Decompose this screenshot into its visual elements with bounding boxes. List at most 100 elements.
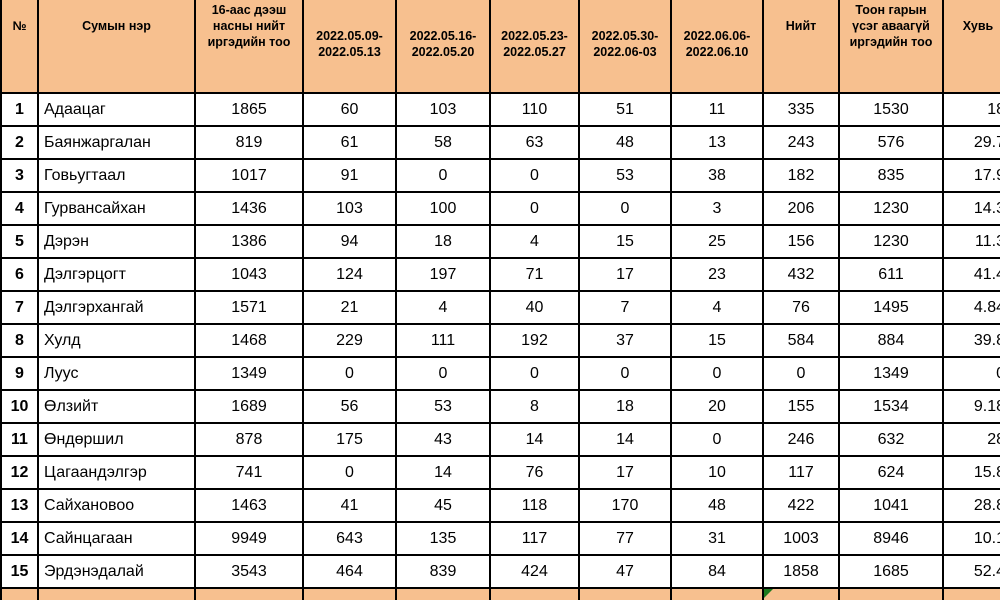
cell-value[interactable]: 229: [302, 323, 397, 358]
cell-value[interactable]: 117: [489, 521, 580, 556]
cell-value[interactable]: 51: [578, 92, 672, 127]
totals-cell[interactable]: [489, 587, 580, 600]
cell-percent[interactable]: 15.8: [942, 455, 1000, 490]
cell-value[interactable]: 0: [670, 356, 764, 391]
totals-cell[interactable]: [670, 587, 764, 600]
cell-value[interactable]: 1041: [838, 488, 944, 523]
cell-value[interactable]: 819: [194, 125, 304, 160]
cell-value[interactable]: 76: [489, 455, 580, 490]
cell-value[interactable]: 206: [762, 191, 840, 226]
cell-value[interactable]: 61: [302, 125, 397, 160]
cell-row-number[interactable]: 6: [0, 257, 39, 292]
cell-value[interactable]: 424: [489, 554, 580, 589]
header-cell-not-signed[interactable]: Тоон гарын үсэг аваагүй иргэдийн тоо: [838, 0, 944, 94]
cell-value[interactable]: 182: [762, 158, 840, 193]
cell-value[interactable]: 1495: [838, 290, 944, 325]
totals-cell[interactable]: [762, 587, 840, 600]
cell-value[interactable]: 1436: [194, 191, 304, 226]
cell-value[interactable]: 576: [838, 125, 944, 160]
cell-value[interactable]: 1386: [194, 224, 304, 259]
cell-value[interactable]: 1349: [838, 356, 944, 391]
cell-sum-name[interactable]: Өлзийт: [37, 389, 196, 424]
cell-value[interactable]: 197: [395, 257, 491, 292]
header-cell-percent[interactable]: Хувь: [942, 0, 1000, 94]
cell-value[interactable]: 56: [302, 389, 397, 424]
cell-value[interactable]: 0: [578, 356, 672, 391]
cell-sum-name[interactable]: Говьугтаал: [37, 158, 196, 193]
cell-value[interactable]: 17: [578, 455, 672, 490]
cell-row-number[interactable]: 5: [0, 224, 39, 259]
cell-row-number[interactable]: 1: [0, 92, 39, 127]
cell-value[interactable]: 835: [838, 158, 944, 193]
cell-sum-name[interactable]: Гурвансайхан: [37, 191, 196, 226]
cell-value[interactable]: 18: [395, 224, 491, 259]
cell-value[interactable]: 422: [762, 488, 840, 523]
cell-sum-name[interactable]: Сайхановоо: [37, 488, 196, 523]
cell-sum-name[interactable]: Луус: [37, 356, 196, 391]
cell-value[interactable]: 4: [489, 224, 580, 259]
cell-value[interactable]: 584: [762, 323, 840, 358]
totals-cell[interactable]: [302, 587, 397, 600]
cell-value[interactable]: 41: [302, 488, 397, 523]
cell-row-number[interactable]: 15: [0, 554, 39, 589]
cell-value[interactable]: 0: [578, 191, 672, 226]
cell-value[interactable]: 38: [670, 158, 764, 193]
totals-cell[interactable]: [395, 587, 491, 600]
cell-value[interactable]: 84: [670, 554, 764, 589]
cell-value[interactable]: 14: [489, 422, 580, 457]
cell-value[interactable]: 643: [302, 521, 397, 556]
cell-value[interactable]: 76: [762, 290, 840, 325]
cell-percent[interactable]: 28.8: [942, 488, 1000, 523]
cell-value[interactable]: 110: [489, 92, 580, 127]
cell-value[interactable]: 0: [395, 356, 491, 391]
cell-value[interactable]: 58: [395, 125, 491, 160]
cell-value[interactable]: 13: [670, 125, 764, 160]
cell-percent[interactable]: 18: [942, 92, 1000, 127]
cell-value[interactable]: 60: [302, 92, 397, 127]
cell-value[interactable]: 741: [194, 455, 304, 490]
cell-sum-name[interactable]: Цагаандэлгэр: [37, 455, 196, 490]
cell-value[interactable]: 124: [302, 257, 397, 292]
cell-value[interactable]: 335: [762, 92, 840, 127]
cell-row-number[interactable]: 8: [0, 323, 39, 358]
cell-row-number[interactable]: 7: [0, 290, 39, 325]
totals-cell[interactable]: [578, 587, 672, 600]
cell-percent[interactable]: 41.4: [942, 257, 1000, 292]
cell-value[interactable]: 91: [302, 158, 397, 193]
cell-value[interactable]: 1534: [838, 389, 944, 424]
cell-row-number[interactable]: 11: [0, 422, 39, 457]
cell-percent[interactable]: 9.18: [942, 389, 1000, 424]
cell-value[interactable]: 53: [395, 389, 491, 424]
cell-value[interactable]: 18: [578, 389, 672, 424]
cell-percent[interactable]: 29.7: [942, 125, 1000, 160]
cell-value[interactable]: 7: [578, 290, 672, 325]
cell-percent[interactable]: 10.1: [942, 521, 1000, 556]
cell-value[interactable]: 0: [489, 191, 580, 226]
cell-sum-name[interactable]: Дэрэн: [37, 224, 196, 259]
cell-value[interactable]: 3: [670, 191, 764, 226]
cell-value[interactable]: 53: [578, 158, 672, 193]
cell-value[interactable]: 156: [762, 224, 840, 259]
header-cell-total-citizens[interactable]: 16-аас дээш насны нийт иргэдийн тоо: [194, 0, 304, 94]
cell-value[interactable]: 20: [670, 389, 764, 424]
cell-value[interactable]: 632: [838, 422, 944, 457]
cell-value[interactable]: 0: [489, 158, 580, 193]
cell-value[interactable]: 0: [302, 356, 397, 391]
header-cell-week-3[interactable]: 2022.05.23- 2022.05.27: [489, 0, 580, 94]
cell-row-number[interactable]: 9: [0, 356, 39, 391]
totals-cell[interactable]: [838, 587, 944, 600]
cell-value[interactable]: 1230: [838, 224, 944, 259]
cell-value[interactable]: 170: [578, 488, 672, 523]
cell-value[interactable]: 4: [670, 290, 764, 325]
cell-value[interactable]: 1349: [194, 356, 304, 391]
cell-value[interactable]: 624: [838, 455, 944, 490]
cell-value[interactable]: 77: [578, 521, 672, 556]
header-cell-sum-name[interactable]: Сумын нэр: [37, 0, 196, 94]
cell-value[interactable]: 1571: [194, 290, 304, 325]
cell-sum-name[interactable]: Баянжаргалан: [37, 125, 196, 160]
cell-value[interactable]: 100: [395, 191, 491, 226]
cell-value[interactable]: 3543: [194, 554, 304, 589]
cell-value[interactable]: 117: [762, 455, 840, 490]
cell-sum-name[interactable]: Өндөршил: [37, 422, 196, 457]
cell-value[interactable]: 48: [578, 125, 672, 160]
